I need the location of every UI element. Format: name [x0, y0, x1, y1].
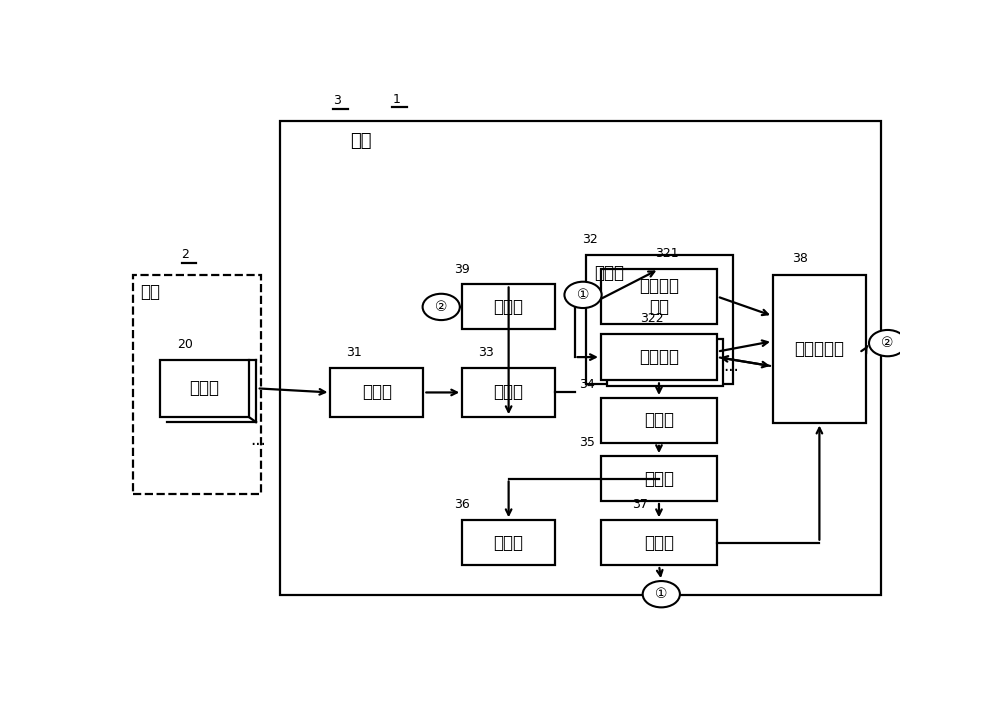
- Text: 传感器: 传感器: [189, 379, 219, 397]
- FancyBboxPatch shape: [601, 398, 717, 443]
- FancyBboxPatch shape: [462, 520, 555, 565]
- Text: 322: 322: [640, 312, 663, 325]
- FancyBboxPatch shape: [462, 285, 555, 330]
- Text: 选择部: 选择部: [494, 298, 524, 316]
- Text: 设定部: 设定部: [644, 534, 674, 552]
- Text: 供给部: 供给部: [494, 384, 524, 402]
- Text: ①: ①: [655, 587, 668, 601]
- Text: 34: 34: [579, 378, 595, 392]
- Text: 1: 1: [392, 93, 400, 105]
- FancyBboxPatch shape: [280, 121, 881, 595]
- Text: ②: ②: [435, 300, 447, 314]
- Text: 35: 35: [579, 436, 595, 449]
- Text: 装置: 装置: [350, 132, 371, 150]
- Text: 判断部: 判断部: [644, 412, 674, 429]
- Text: 学习处理部: 学习处理部: [794, 340, 844, 357]
- FancyBboxPatch shape: [601, 269, 717, 324]
- Text: 3: 3: [333, 95, 341, 108]
- Text: 存储部: 存储部: [594, 263, 624, 282]
- Text: 确定部: 确定部: [644, 469, 674, 488]
- Circle shape: [643, 581, 680, 607]
- Circle shape: [869, 330, 906, 356]
- Text: 321: 321: [655, 247, 679, 261]
- FancyBboxPatch shape: [586, 256, 733, 384]
- FancyBboxPatch shape: [462, 368, 555, 417]
- Text: 37: 37: [632, 498, 648, 511]
- Text: ...: ...: [723, 357, 739, 375]
- FancyBboxPatch shape: [601, 520, 717, 565]
- Text: ...: ...: [251, 431, 266, 449]
- Text: 36: 36: [454, 498, 470, 511]
- FancyBboxPatch shape: [133, 275, 261, 494]
- FancyBboxPatch shape: [330, 368, 423, 417]
- FancyBboxPatch shape: [160, 360, 249, 417]
- FancyBboxPatch shape: [607, 340, 723, 386]
- Text: 分类模型: 分类模型: [639, 348, 679, 366]
- Text: 取得部: 取得部: [362, 384, 392, 402]
- Text: 2: 2: [181, 248, 189, 261]
- FancyBboxPatch shape: [601, 456, 717, 501]
- Text: 输出部: 输出部: [494, 534, 524, 552]
- Text: 31: 31: [346, 346, 362, 359]
- FancyBboxPatch shape: [601, 334, 717, 380]
- Text: 38: 38: [792, 252, 808, 265]
- Text: 设备: 设备: [140, 283, 160, 300]
- Circle shape: [423, 294, 460, 320]
- Text: 测量数据
文件: 测量数据 文件: [639, 277, 679, 316]
- FancyBboxPatch shape: [773, 275, 866, 423]
- Circle shape: [564, 282, 602, 308]
- Text: ①: ①: [577, 288, 589, 302]
- Text: 32: 32: [582, 233, 598, 246]
- Text: ②: ②: [881, 336, 894, 350]
- Text: 20: 20: [177, 337, 193, 351]
- Text: 33: 33: [478, 346, 493, 359]
- Text: 39: 39: [454, 263, 470, 276]
